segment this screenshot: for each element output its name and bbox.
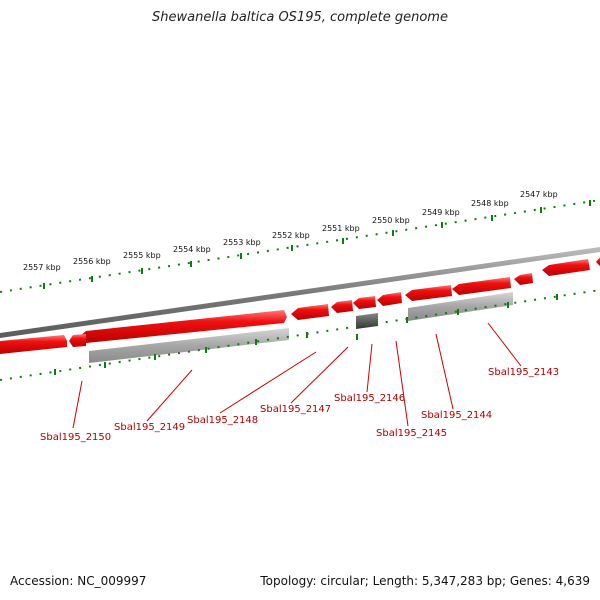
- gene-arrow: [0, 335, 67, 354]
- accession-text: Accession: NC_009997: [10, 574, 147, 588]
- gene-labels: Sbal195_2150 Sbal195_2149 Sbal195_2148 S…: [40, 367, 559, 443]
- gene-arrow: [377, 292, 402, 306]
- outer-ruler: [0, 199, 600, 293]
- gene-arrow: [353, 296, 376, 309]
- callout-line: [366, 343, 373, 393]
- ruler-label: 2548 kbp: [471, 199, 509, 208]
- gene-arrow: [405, 285, 452, 301]
- ruler-label: 2551 kbp: [322, 224, 360, 233]
- genome-backbone: [0, 247, 600, 338]
- gene-label: Sbal195_2144: [421, 410, 492, 421]
- callout-line: [72, 380, 83, 429]
- inner-ruler-line: [0, 289, 600, 381]
- gray-band: [408, 292, 513, 321]
- gene-label: Sbal195_2150: [40, 432, 111, 443]
- outer-ruler-line: [0, 199, 600, 293]
- ruler-label: 2557 kbp: [23, 263, 61, 272]
- forward-genes: [0, 257, 600, 354]
- outer-ruler-major-ticks: [43, 200, 591, 289]
- map-title: Shewanella baltica OS195, complete genom…: [152, 10, 448, 25]
- gene-label: Sbal195_2149: [114, 422, 185, 433]
- gene-label: Sbal195_2145: [376, 428, 447, 439]
- gene-callouts: [72, 322, 522, 429]
- gene-arrow: [542, 259, 590, 276]
- callout-line: [435, 333, 454, 410]
- gene-arrow: [514, 273, 533, 285]
- dark-gene: [356, 313, 378, 329]
- inner-ruler: [0, 289, 600, 381]
- gene-label: Sbal195_2143: [488, 367, 559, 378]
- callout-line: [219, 351, 317, 414]
- inner-ruler-major-ticks: [54, 294, 558, 375]
- gene-label: Sbal195_2147: [260, 404, 331, 415]
- ruler-label: 2549 kbp: [422, 208, 460, 217]
- gray-features: [89, 292, 513, 363]
- genome-summary-text: Topology: circular; Length: 5,347,283 bp…: [260, 574, 590, 588]
- ruler-labels: 2557 kbp 2556 kbp 2555 kbp 2554 kbp 2553…: [23, 190, 558, 272]
- ruler-label: 2547 kbp: [520, 190, 558, 199]
- gene-label: Sbal195_2148: [187, 415, 258, 426]
- ruler-label: 2554 kbp: [173, 245, 211, 254]
- ruler-label: 2556 kbp: [73, 257, 111, 266]
- gene-arrow: [596, 257, 600, 266]
- gene-arrow: [452, 277, 511, 295]
- gene-arrow: [69, 334, 86, 347]
- callout-line: [487, 322, 522, 367]
- ruler-label: 2555 kbp: [123, 251, 161, 260]
- callout-line: [146, 369, 193, 422]
- gray-band: [89, 328, 289, 363]
- gene-arrow: [291, 304, 329, 320]
- callout-line: [290, 346, 349, 404]
- gene-arrow: [79, 310, 287, 343]
- ruler-label: 2550 kbp: [372, 216, 410, 225]
- ruler-label: 2552 kbp: [272, 231, 310, 240]
- gene-arrow: [331, 300, 353, 313]
- ruler-label: 2553 kbp: [223, 238, 261, 247]
- callout-line: [395, 340, 409, 427]
- gene-label: Sbal195_2146: [334, 393, 405, 404]
